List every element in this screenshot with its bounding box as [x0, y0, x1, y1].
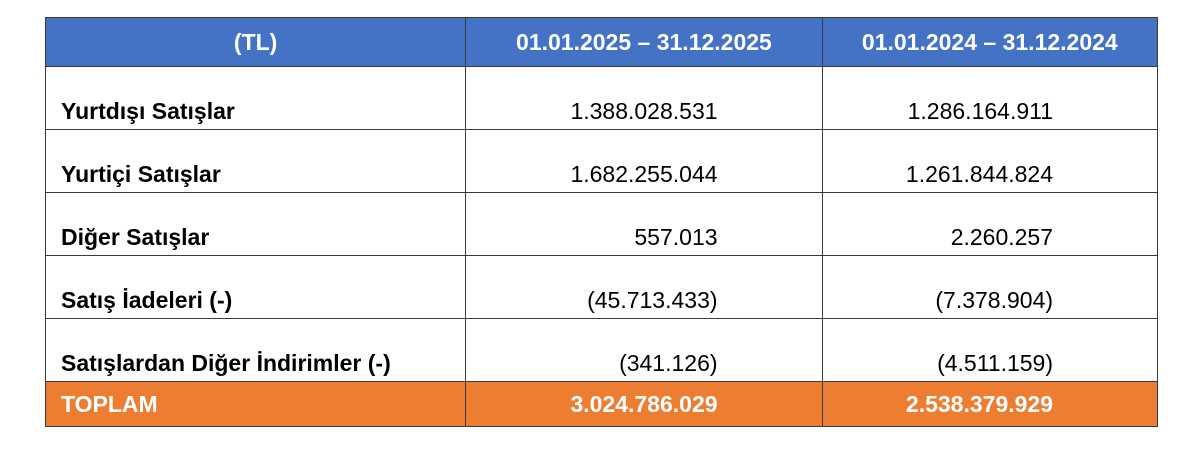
total-label: TOPLAM [46, 382, 467, 426]
total-value-2025: 3.024.786.029 [466, 382, 823, 426]
table-header-row: (TL) 01.01.2025 – 31.12.2025 01.01.2024 … [46, 18, 1157, 67]
row-label: Yurtdışı Satışlar [46, 67, 467, 129]
row-label: Satış İadeleri (-) [46, 256, 467, 318]
row-value-2024: 2.260.257 [950, 224, 1054, 250]
row-value-2024: (4.511.159) [937, 350, 1054, 376]
table-row: Diğer Satışlar 557.013 2.260.257 [46, 193, 1157, 256]
table-row: Yurtiçi Satışlar 1.682.255.044 1.261.844… [46, 130, 1157, 193]
header-currency: (TL) [46, 18, 467, 66]
table-row: Satış İadeleri (-) (45.713.433) (7.378.9… [46, 256, 1157, 319]
row-label: Diğer Satışlar [46, 193, 467, 255]
table-row: Yurtdışı Satışlar 1.388.028.531 1.286.16… [46, 67, 1157, 130]
row-value-2024: (7.378.904) [935, 287, 1054, 313]
sales-table: (TL) 01.01.2025 – 31.12.2025 01.01.2024 … [45, 17, 1158, 427]
total-row: TOPLAM 3.024.786.029 2.538.379.929 [46, 382, 1157, 426]
total-value-2024: 2.538.379.929 [905, 390, 1054, 417]
row-value-2025: (341.126) [466, 319, 823, 381]
row-value-2024: 1.286.164.911 [907, 98, 1054, 124]
row-value-2025: (45.713.433) [466, 256, 823, 318]
header-period-2024: 01.01.2024 – 31.12.2024 [861, 28, 1118, 55]
row-label: Satışlardan Diğer İndirimler (-) [46, 319, 467, 381]
row-label: Yurtiçi Satışlar [46, 130, 467, 192]
row-value-2025: 557.013 [466, 193, 823, 255]
table-row: Satışlardan Diğer İndirimler (-) (341.12… [46, 319, 1157, 382]
header-period-2025: 01.01.2025 – 31.12.2025 [466, 18, 823, 66]
row-value-2025: 1.682.255.044 [466, 130, 823, 192]
row-value-2024: 1.261.844.824 [905, 161, 1054, 187]
row-value-2025: 1.388.028.531 [466, 67, 823, 129]
